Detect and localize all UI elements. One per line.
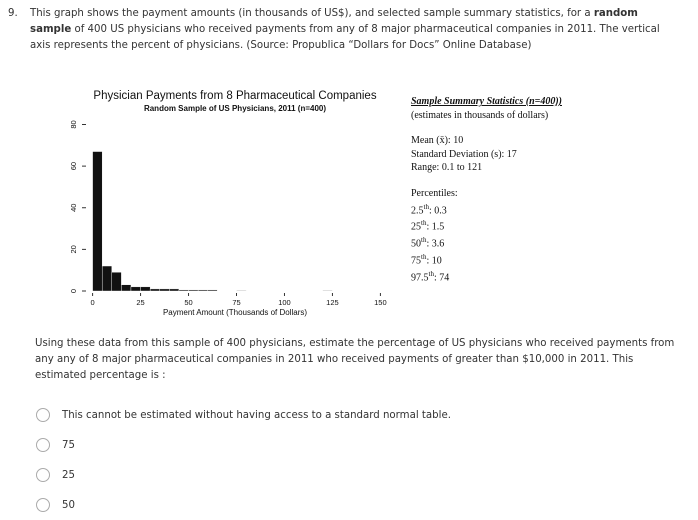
chart-subtitle: Random Sample of US Physicians, 2011 (n=… (144, 104, 326, 113)
percentile-value: : 0.3 (428, 204, 447, 216)
percentile: 50th: 3.6 (411, 234, 601, 251)
bar (149, 288, 160, 292)
stat-line: Standard Deviation (s): 17 (411, 148, 517, 160)
x-tick-label: 100 (278, 298, 291, 307)
options: This cannot be estimated without having … (36, 400, 451, 520)
summary-statistics: Sample Summary Statistics (n=400)) (esti… (411, 95, 601, 285)
bold-text: random sample (30, 8, 638, 35)
chart-title: Physician Payments from 8 Pharmaceutical… (93, 90, 376, 102)
prompt: Using these data from this sample of 400… (35, 338, 675, 381)
chart: Physician Payments from 8 Pharmaceutical… (69, 90, 387, 317)
radio-button[interactable] (36, 468, 50, 482)
bar (111, 272, 122, 292)
bar (169, 288, 180, 292)
percentile: 97.5th: 74 (411, 268, 601, 285)
x-axis-label: Payment Amount (Thousands of Dollars) (163, 308, 307, 317)
option: 75 (36, 430, 451, 460)
percentile-value: : 1.5 (426, 221, 445, 233)
x-tick-label: 75 (232, 298, 240, 307)
question-text: This graph shows the payment amounts (in… (30, 6, 670, 54)
question: 9. This graph shows the payment amounts … (8, 6, 668, 51)
option: This cannot be estimated without having … (36, 400, 451, 430)
x-tick-label: 25 (136, 298, 144, 307)
bar (178, 289, 189, 292)
x-tick-label: 50 (184, 298, 192, 307)
bar (121, 284, 132, 292)
bar (236, 290, 247, 292)
percentile-label: 25 (411, 221, 421, 233)
percentile-label: 50 (411, 238, 421, 250)
percentile: 2.5th: 0.3 (411, 201, 601, 218)
bar (140, 286, 151, 292)
y-tick-label: 40 (69, 204, 78, 212)
stats-title: Sample Summary Statistics (n=400)) (411, 96, 562, 107)
percentile-value: : 3.6 (426, 238, 445, 250)
bar (207, 289, 218, 292)
bar (188, 289, 199, 292)
y-tick-label: 80 (69, 120, 78, 128)
percentile-value: : 10 (426, 255, 442, 267)
x-tick-label: 125 (326, 298, 339, 307)
bar (197, 289, 208, 292)
bar (159, 288, 170, 292)
option: 25 (36, 460, 451, 490)
x-tick-label: 0 (91, 298, 95, 307)
bar (322, 290, 333, 292)
option: 50 (36, 490, 451, 520)
option-text: 75 (62, 439, 75, 451)
percentile-suffix: th (421, 236, 427, 245)
radio-button[interactable] (36, 438, 50, 452)
bar (130, 286, 141, 292)
radio-button[interactable] (36, 498, 50, 512)
text: This graph shows the payment amounts (in… (30, 8, 591, 19)
x-tick-label: 150 (374, 298, 387, 307)
radio-button[interactable] (36, 408, 50, 422)
stat-line: Range: 0.1 to 121 (411, 162, 483, 174)
bar (92, 151, 103, 292)
stat-line: Mean (x̄): 10 (411, 135, 464, 147)
option-text: This cannot be estimated without having … (62, 409, 451, 421)
percentile: 25th: 1.5 (411, 217, 601, 234)
text: of 400 US physicians who received paymen… (30, 24, 660, 51)
percentile-value: : 74 (433, 272, 450, 284)
percentile-label: 97.5 (411, 272, 429, 284)
percentile-suffix: th (421, 253, 427, 262)
stats-subtitle: (estimates in thousands of dollars) (411, 109, 549, 121)
question-number: 9. (8, 8, 18, 19)
percentile-suffix: th (421, 219, 427, 228)
bar (101, 265, 112, 292)
y-tick-label: 60 (69, 162, 78, 170)
percentile-label: 75 (411, 255, 421, 267)
percentiles-title: Percentiles: (411, 187, 458, 199)
percentile-label: 2.5 (411, 204, 424, 216)
option-text: 50 (62, 499, 75, 511)
option-text: 25 (62, 469, 75, 481)
y-tick-label: 0 (69, 289, 78, 293)
percentile-suffix: th (428, 270, 434, 279)
y-tick-label: 20 (69, 245, 78, 253)
percentile: 75th: 10 (411, 251, 601, 268)
percentile-suffix: th (423, 202, 429, 211)
